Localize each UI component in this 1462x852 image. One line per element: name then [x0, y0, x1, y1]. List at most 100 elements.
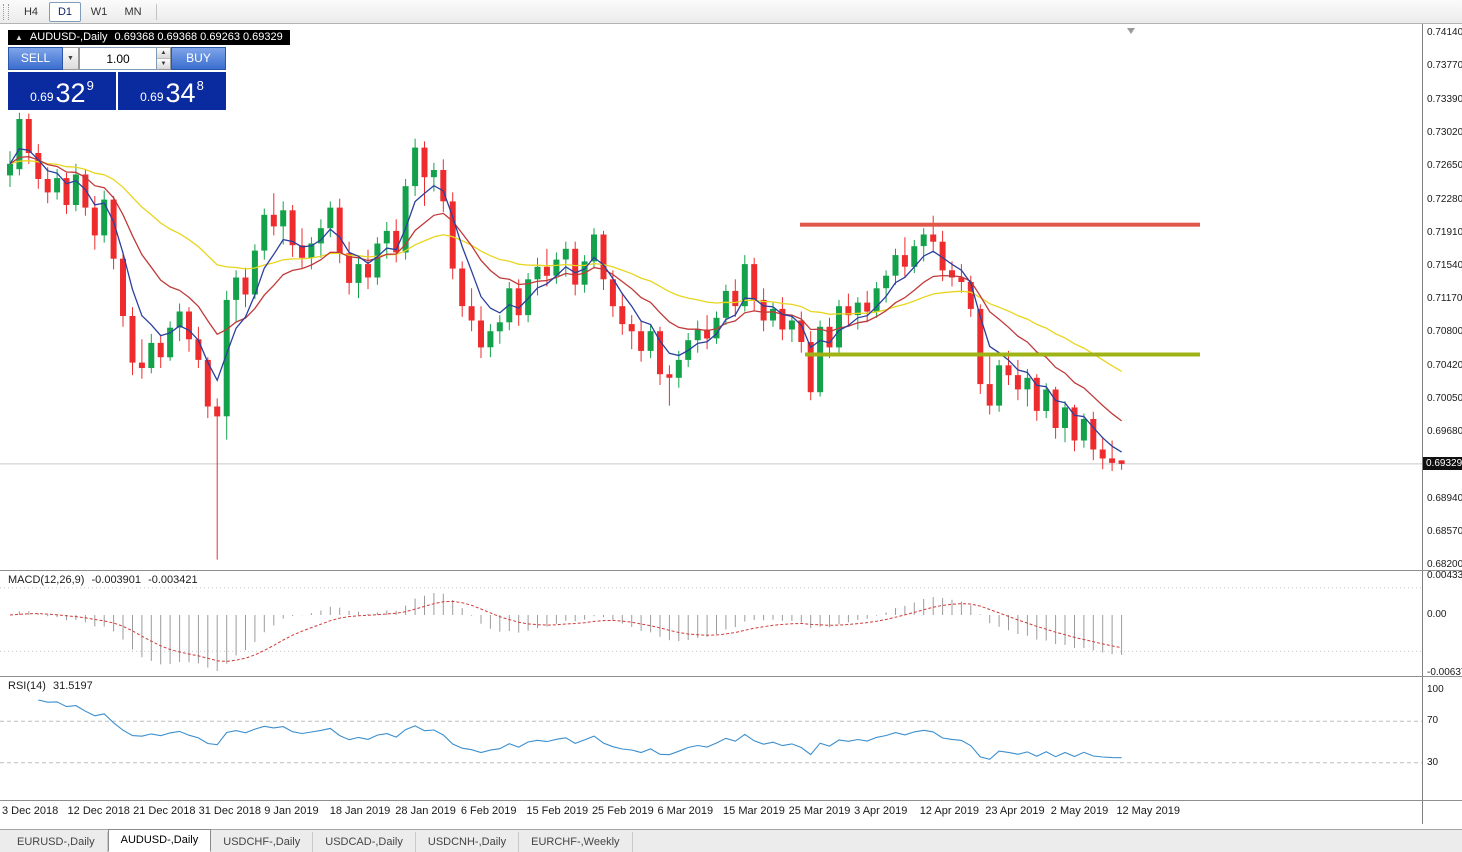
timeframe-button-d1[interactable]: D1 — [49, 1, 81, 22]
macd-axis-label: 0.00 — [1427, 609, 1447, 620]
time-axis-label: 2 May 2019 — [1050, 805, 1109, 817]
time-axis[interactable]: 3 Dec 2018 12 Dec 2018 21 Dec 2018 31 Dec 2… — [0, 801, 1422, 823]
rsi-axis-label: 70 — [1427, 715, 1439, 727]
chart-ohlc-values: 0.69368 0.69368 0.69263 0.69329 — [114, 31, 283, 43]
ask-sup-digit: 8 — [196, 78, 204, 93]
resistance-line[interactable] — [800, 222, 1200, 227]
ma-line-slow — [9, 160, 1122, 372]
chart-tab-usdcnh-daily[interactable]: USDCNH-,Daily — [416, 832, 520, 852]
price-axis-label: 0.68940 — [1427, 492, 1462, 504]
collapse-panel-icon[interactable]: ▲ — [15, 33, 23, 42]
time-axis-label: 12 May 2019 — [1116, 805, 1180, 817]
timeframe-button-h4[interactable]: H4 — [23, 5, 39, 18]
price-axis-label: 0.70420 — [1427, 360, 1462, 372]
time-axis-label: 21 Dec 2018 — [133, 805, 196, 817]
rsi-line — [38, 699, 1122, 760]
bid-sup-digit: 9 — [86, 78, 94, 93]
macd-signal-value: -0.003421 — [148, 574, 198, 586]
main-price-chart[interactable] — [0, 24, 1422, 570]
chart-shift-marker-icon[interactable] — [1127, 28, 1135, 34]
price-axis-label: 0.72650 — [1427, 160, 1462, 172]
time-axis-label: 25 Feb 2019 — [591, 805, 654, 817]
time-axis-label: 6 Feb 2019 — [460, 805, 517, 817]
timeframe-button-w1[interactable]: W1 — [90, 5, 108, 18]
bid-prefix: 0.69 — [30, 90, 54, 104]
rsi-name: RSI(14) — [8, 680, 46, 692]
rsi-indicator-pane[interactable] — [0, 677, 1422, 800]
bid-big-digits: 32 — [55, 78, 86, 108]
time-axis-label: 6 Mar 2019 — [657, 805, 714, 817]
rsi-value: 31.5197 — [52, 680, 93, 692]
time-axis-label: 25 Mar 2019 — [788, 805, 851, 817]
macd-histogram — [18, 593, 1123, 671]
price-axis-label: 0.70050 — [1427, 393, 1462, 405]
macd-indicator-pane[interactable] — [0, 571, 1422, 676]
price-axis-label: 0.71910 — [1427, 226, 1462, 238]
macd-name: MACD(12,26,9) — [8, 574, 85, 586]
time-axis-label: 3 Apr 2019 — [854, 805, 908, 817]
timeframe-list: H4 D1 W1 MN — [14, 1, 150, 22]
chart-tab-usdchf-daily[interactable]: USDCHF-,Daily — [211, 832, 314, 852]
volume-input[interactable] — [80, 48, 156, 69]
time-axis-label: 15 Feb 2019 — [526, 805, 589, 817]
chart-tab-eurchf-weekly[interactable]: EURCHF-,Weekly — [519, 832, 633, 852]
time-axis-label: 12 Apr 2019 — [919, 805, 980, 817]
chart-tab-bar: EURUSD-,Daily AUDUSD-,Daily USDCHF-,Daily U… — [0, 829, 1462, 852]
time-axis-label: 3 Dec 2018 — [2, 805, 59, 817]
time-axis-label: 23 Apr 2019 — [985, 805, 1045, 817]
volume-up-button[interactable]: ▲ — [157, 48, 170, 58]
price-axis-label: 0.68570 — [1427, 525, 1462, 537]
toolbar-drag-handle[interactable] — [3, 3, 9, 20]
price-axis-label: 0.71170 — [1427, 292, 1462, 304]
price-axis-label: 0.73390 — [1427, 94, 1462, 106]
time-axis-label: 18 Jan 2019 — [329, 805, 391, 817]
chart-tab-usdcad-daily[interactable]: USDCAD-,Daily — [313, 832, 416, 852]
volume-down-button[interactable]: ▼ — [157, 58, 170, 69]
rsi-axis-label: 30 — [1427, 756, 1439, 768]
volume-field-wrap — [79, 47, 157, 70]
macd-main-value: -0.003901 — [91, 574, 142, 586]
rsi-label: RSI(14) 31.5197 — [8, 680, 97, 692]
candles-layer — [7, 112, 1125, 560]
timeframe-button-mn[interactable]: MN — [124, 5, 142, 18]
price-axis-label: 0.73770 — [1427, 60, 1462, 72]
price-axis-label: 0.74140 — [1427, 27, 1462, 38]
ask-price-display[interactable]: 0.69 34 8 — [118, 72, 226, 110]
price-axis-label: 0.70800 — [1427, 326, 1462, 338]
pane-separator[interactable] — [0, 676, 1462, 677]
ask-big-digits: 34 — [165, 78, 196, 108]
chart-title-bar: ▲ AUDUSD-,Daily 0.69368 0.69368 0.69263 … — [8, 30, 290, 45]
macd-axis-label: 0.004331 — [1427, 569, 1462, 581]
volume-stepper: ▲ ▼ — [157, 47, 171, 70]
volume-dropdown-button[interactable]: ▼ — [63, 47, 79, 70]
price-axis-label: 0.69680 — [1427, 426, 1462, 438]
time-axis-label: 31 Dec 2018 — [198, 805, 262, 817]
ask-prefix: 0.69 — [140, 90, 164, 104]
price-axis[interactable]: 0.74140 0.73770 0.73390 0.73020 0.72650 0.722… — [1422, 24, 1462, 824]
macd-label: MACD(12,26,9) -0.003901 -0.003421 — [8, 574, 202, 586]
ma-line-fast — [9, 148, 1122, 453]
time-axis-label: 28 Jan 2019 — [395, 805, 456, 817]
macd-signal-line — [9, 600, 1122, 662]
timeframe-toolbar: H4 D1 W1 MN — [0, 0, 1462, 24]
time-axis-label: 15 Mar 2019 — [723, 805, 785, 817]
chart-tab-eurusd-daily[interactable]: EURUSD-,Daily — [5, 832, 108, 852]
price-axis-label: 0.72280 — [1427, 193, 1462, 205]
support-line[interactable] — [805, 352, 1200, 357]
one-click-trading-panel: SELL ▼ ▲ ▼ BUY 0.69 32 9 0.69 34 8 — [8, 47, 226, 110]
price-axis-label: 0.68200 — [1427, 558, 1462, 570]
time-axis-label: 12 Dec 2018 — [67, 805, 130, 817]
pane-separator — [0, 800, 1462, 801]
toolbar-separator — [156, 3, 157, 20]
price-axis-label: 0.71540 — [1427, 259, 1462, 271]
buy-button[interactable]: BUY — [171, 47, 226, 70]
macd-axis-label: -0.006373 — [1427, 666, 1462, 678]
sell-button[interactable]: SELL — [8, 47, 63, 70]
ma-line-medium — [9, 156, 1122, 422]
bid-price-display[interactable]: 0.69 32 9 — [8, 72, 116, 110]
time-axis-label: 9 Jan 2019 — [264, 805, 319, 817]
chart-tab-audusd-daily[interactable]: AUDUSD-,Daily — [107, 829, 212, 852]
pane-separator[interactable] — [0, 570, 1462, 571]
price-axis-label: 0.73020 — [1427, 127, 1462, 139]
